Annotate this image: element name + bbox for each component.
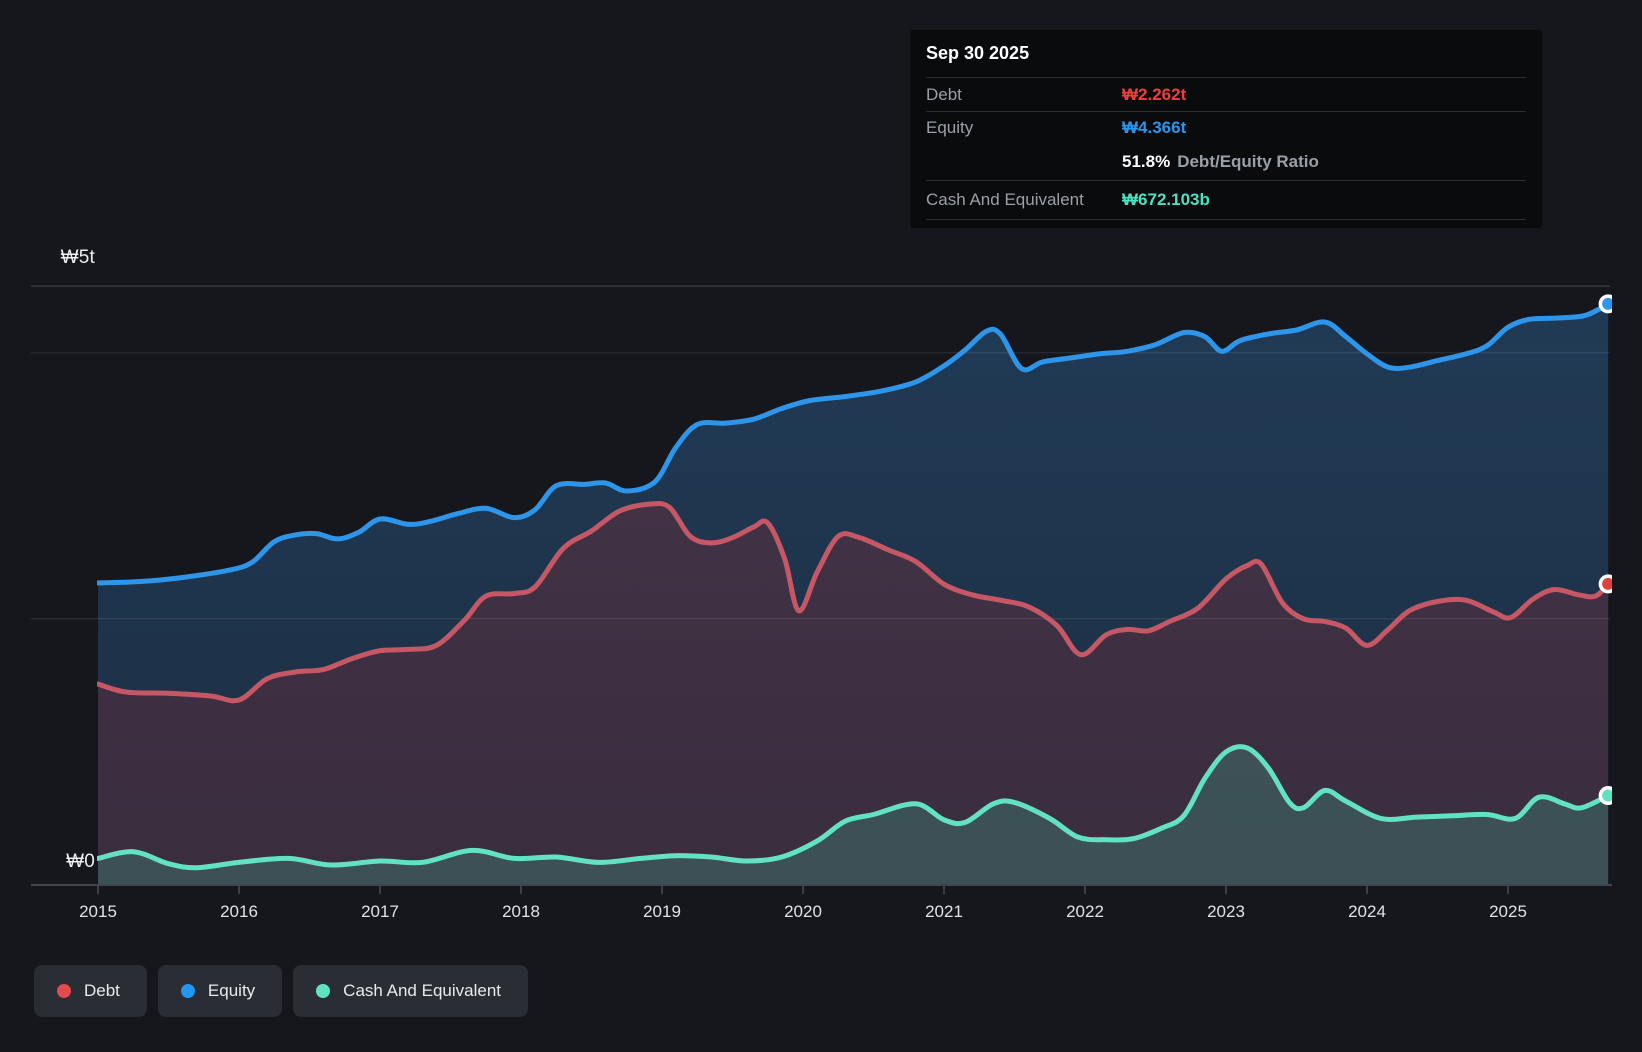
y-axis-label-5t: ₩5t <box>60 247 95 268</box>
x-axis-year-label: 2025 <box>1489 902 1527 921</box>
tooltip-row-equity: Equity ₩4.366t <box>926 112 1526 144</box>
chart-tooltip: Sep 30 2025 Debt ₩2.262t Equity ₩4.366t … <box>910 30 1542 228</box>
legend-chip-debt[interactable]: Debt <box>34 965 147 1017</box>
tooltip-equity-value: ₩4.366t <box>1122 118 1187 137</box>
chart-area-fills <box>98 303 1609 885</box>
legend-dot-icon <box>180 984 195 998</box>
x-axis-year-label: 2024 <box>1348 902 1386 921</box>
line-debt <box>97 500 1611 704</box>
end-point-markers <box>1598 294 1612 806</box>
tooltip-cash-label: Cash And Equivalent <box>926 190 1084 209</box>
tooltip-cash-value: ₩672.103b <box>1122 190 1210 209</box>
marker-dot <box>1602 577 1612 590</box>
x-axis-line <box>31 884 1612 894</box>
x-axis-year-label: 2016 <box>220 902 258 921</box>
tooltip-ratio-label: Debt/Equity Ratio <box>1177 152 1319 171</box>
chart-legend: Debt Equity Cash And Equivalent <box>34 965 529 1017</box>
x-axis-year-label: 2015 <box>79 902 117 921</box>
tooltip-equity-label: Equity <box>926 118 974 137</box>
tooltip-row-cash: Cash And Equivalent ₩672.103b <box>926 181 1526 220</box>
legend-label: Equity <box>207 981 256 1000</box>
legend-dot-icon <box>316 984 331 998</box>
legend-dot-icon <box>57 984 71 998</box>
marker-dot <box>1602 297 1612 310</box>
tooltip-row-ratio: 51.8% Debt/Equity Ratio <box>926 144 1526 181</box>
x-axis-year-label: 2023 <box>1207 902 1245 921</box>
series-lines <box>97 301 1611 871</box>
x-axis-year-label: 2022 <box>1066 902 1104 921</box>
legend-chip-cash-and-equivalent[interactable]: Cash And Equivalent <box>293 965 529 1017</box>
y-axis-label-0: ₩0 <box>66 851 95 872</box>
x-axis-year-label: 2019 <box>643 902 681 921</box>
x-axis-year-label: 2018 <box>502 902 540 921</box>
tooltip-debt-value: ₩2.262t <box>1122 84 1187 104</box>
x-axis-year-label: 2017 <box>361 902 399 921</box>
tooltip-row-debt: Debt ₩2.262t <box>926 78 1526 112</box>
line-cash-and-equivalent <box>97 744 1611 871</box>
tooltip-ratio-value: 51.8% <box>1122 152 1171 171</box>
x-axis-year-label: 2021 <box>925 902 963 921</box>
legend-label: Debt <box>84 981 120 1000</box>
legend-label: Cash And Equivalent <box>343 981 502 1000</box>
x-axis-year-label: 2020 <box>784 902 822 921</box>
line-equity <box>97 301 1611 586</box>
marker-dot <box>1602 789 1612 802</box>
gridlines <box>31 285 1610 620</box>
tooltip-date: Sep 30 2025 <box>926 30 1526 78</box>
legend-chip-equity[interactable]: Equity <box>157 965 283 1017</box>
tooltip-debt-label: Debt <box>926 84 962 104</box>
